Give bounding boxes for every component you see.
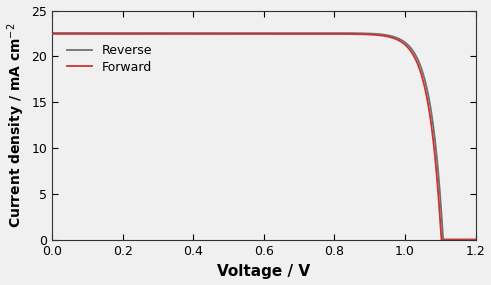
Reverse (440, 238, 446, 241)
Line: Forward: Forward (52, 34, 476, 240)
Forward (461, 238, 466, 241)
Forward (244, 32, 250, 36)
X-axis label: Voltage / V: Voltage / V (217, 264, 310, 280)
Forward (438, 238, 444, 241)
Forward (49, 32, 55, 36)
Line: Reverse: Reverse (52, 33, 476, 240)
Reverse (255, 31, 261, 35)
Forward (461, 238, 466, 241)
Forward (382, 34, 388, 38)
Forward (473, 238, 479, 241)
Reverse (382, 33, 388, 37)
Y-axis label: Current density / mA cm$^{-2}$: Current density / mA cm$^{-2}$ (5, 23, 27, 228)
Reverse (49, 31, 55, 35)
Forward (71, 32, 77, 36)
Reverse (461, 238, 466, 241)
Reverse (244, 31, 250, 35)
Legend: Reverse, Forward: Reverse, Forward (67, 44, 152, 74)
Forward (255, 32, 261, 36)
Reverse (473, 238, 479, 241)
Reverse (71, 31, 77, 35)
Reverse (461, 238, 466, 241)
